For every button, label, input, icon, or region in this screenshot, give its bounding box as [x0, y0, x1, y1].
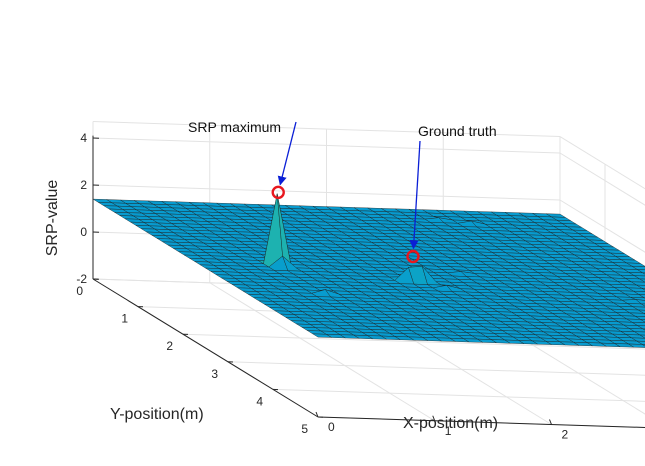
surface-face — [628, 272, 645, 277]
surface-face — [638, 278, 645, 283]
grid-line-floor-y — [182, 333, 645, 350]
y-axis-label: Y-position(m) — [110, 406, 204, 423]
surface-face — [635, 284, 645, 289]
surface-face — [632, 290, 645, 295]
surface-face — [631, 265, 645, 271]
grid-line-back-y — [559, 152, 645, 206]
z-tick-label: 0 — [80, 225, 87, 239]
surface-face — [641, 344, 645, 347]
surface-face — [641, 288, 645, 291]
x-tick-mark — [549, 419, 552, 425]
surface-face — [630, 281, 645, 286]
annotation-srp-maximum-label: SRP maximum — [188, 119, 281, 135]
surface-face — [626, 303, 645, 308]
y-tick-label: 2 — [166, 339, 173, 353]
peak-marker-ground-truth — [406, 249, 420, 264]
surface-face — [630, 337, 645, 342]
surface-face — [641, 272, 645, 275]
surface-face — [628, 328, 645, 333]
grid-line-top-y — [559, 136, 645, 190]
surface-face — [629, 312, 645, 317]
grid-line-floor-y — [227, 361, 645, 376]
x-tick-mark — [315, 411, 319, 418]
surface-face — [630, 297, 645, 301]
surface-face — [633, 275, 645, 280]
surface-face — [636, 269, 645, 274]
surface-face — [639, 334, 645, 339]
surface-face — [639, 319, 645, 323]
grid-line-floor-x — [209, 282, 436, 422]
z-tick-label: 2 — [80, 178, 87, 192]
y-tick-label: 1 — [121, 312, 128, 326]
z-axis-label: SRP-value — [44, 180, 61, 257]
y-tick-label: 5 — [301, 422, 308, 436]
y-tick-label: 0 — [76, 284, 83, 298]
surface-face — [635, 299, 645, 305]
ticks-layer: -202401234501234 — [76, 131, 569, 442]
y-tick-label: 4 — [256, 394, 263, 408]
annotation-arrow-ground-truth — [409, 140, 421, 250]
z-tick-label: -2 — [76, 272, 87, 286]
surface-face — [625, 262, 645, 267]
annotation-arrow-srp-maximum — [277, 121, 297, 186]
surface-face — [626, 318, 645, 323]
x-tick-label: 1 — [445, 424, 452, 438]
surface-face — [631, 322, 645, 327]
surface-face — [636, 340, 645, 345]
annotation-ground-truth-label: Ground truth — [418, 123, 497, 139]
surface-face — [634, 315, 645, 320]
z-tick-label: 4 — [80, 131, 87, 145]
surface-face — [633, 331, 645, 336]
x-tick-label: 0 — [328, 420, 335, 434]
y-tick-label: 3 — [211, 367, 218, 381]
x-axis-label: X-position(m) — [403, 415, 498, 432]
peak-marker-srp-maximum — [271, 185, 285, 200]
surface-face — [637, 309, 645, 314]
surface-face — [627, 287, 645, 292]
surface-face — [627, 343, 645, 348]
x-tick-label: 2 — [562, 428, 569, 442]
grid-line-back-y — [559, 199, 645, 253]
annotation-layer — [271, 121, 421, 264]
grid-line-floor-y — [272, 388, 645, 402]
surface-layer — [92, 193, 645, 348]
x-tick-mark — [432, 415, 436, 421]
y-axis-line — [92, 278, 319, 418]
surface-face — [632, 306, 645, 311]
surface-face — [638, 294, 645, 299]
surface-face — [636, 325, 645, 330]
